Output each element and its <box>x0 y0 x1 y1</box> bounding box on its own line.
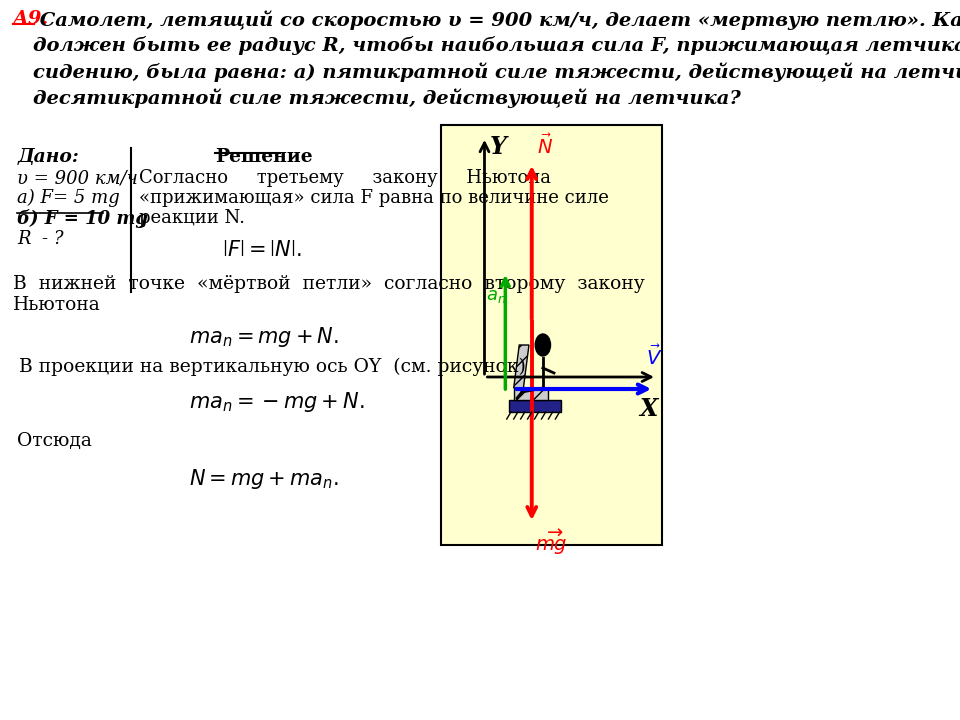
Bar <box>442 125 662 545</box>
Text: В проекции на вертикальную ось OY  (см. рисунок): В проекции на вертикальную ось OY (см. р… <box>12 358 525 377</box>
Text: X: X <box>639 397 658 421</box>
Bar <box>509 400 561 412</box>
Text: а) F= 5 mg: а) F= 5 mg <box>17 189 120 207</box>
Circle shape <box>536 334 550 356</box>
Text: В  нижней  точке  «мёртвой  петли»  согласно  второму  закону: В нижней точке «мёртвой петли» согласно … <box>12 275 644 293</box>
Text: $ma_n = mg + N.$: $ma_n = mg + N.$ <box>189 325 339 349</box>
Text: Согласно     третьему     закону     Ньютона: Согласно третьему закону Ньютона <box>139 169 551 187</box>
Text: $a_n$: $a_n$ <box>486 287 506 305</box>
Text: $\vec{V}$: $\vec{V}$ <box>646 345 662 369</box>
Text: υ = 900 км/ч: υ = 900 км/ч <box>17 169 138 187</box>
Text: б) F = 10 mg: б) F = 10 mg <box>17 209 149 228</box>
Text: «прижимающая» сила F равна по величине силе: «прижимающая» сила F равна по величине с… <box>139 189 609 207</box>
Text: $\overrightarrow{mg}$: $\overrightarrow{mg}$ <box>536 527 568 557</box>
Text: $ma_n = -mg + N.$: $ma_n = -mg + N.$ <box>189 390 365 414</box>
Text: $N = mg + ma_n.$: $N = mg + ma_n.$ <box>189 467 339 491</box>
Text: Ньютона: Ньютона <box>12 296 100 314</box>
Text: А9.: А9. <box>12 10 49 28</box>
Text: $\left|F\right|=\left|N\right|.$: $\left|F\right|=\left|N\right|.$ <box>223 240 302 260</box>
Text: Решение: Решение <box>215 148 313 166</box>
Text: Y: Y <box>490 135 506 159</box>
Text: Самолет, летящий со скоростью υ = 900 км/ч, делает «мертвую петлю». Каким
должен: Самолет, летящий со скоростью υ = 900 км… <box>34 10 960 108</box>
Text: Отсюда: Отсюда <box>17 432 92 450</box>
Text: R  - ?: R - ? <box>17 230 64 248</box>
Bar <box>514 388 548 400</box>
Polygon shape <box>514 345 529 388</box>
Text: реакции N.: реакции N. <box>139 209 245 227</box>
Text: $\vec{N}$: $\vec{N}$ <box>537 134 553 158</box>
Text: Дано:: Дано: <box>17 148 79 166</box>
